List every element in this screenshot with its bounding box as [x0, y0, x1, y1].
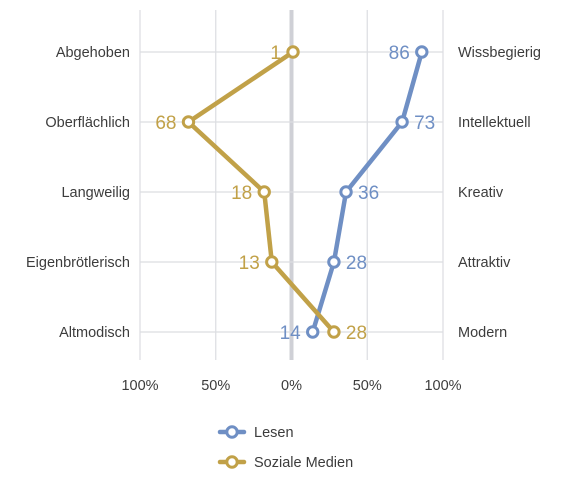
data-label-lesen: 86: [389, 43, 410, 64]
right-category-label: Intellektuell: [458, 115, 531, 131]
x-tick-label: 100%: [424, 378, 461, 394]
data-point-lesen: [339, 185, 353, 199]
right-category-label: Wissbegierig: [458, 45, 541, 61]
x-tick-label: 0%: [281, 378, 302, 394]
left-category-label: Oberflächlich: [45, 115, 130, 131]
data-point-soziale-medien: [257, 185, 271, 199]
legend: Lesen Soziale Medien: [217, 425, 353, 471]
data-label-soziale-medien: 18: [231, 183, 252, 204]
x-tick-label: 100%: [121, 378, 158, 394]
data-label-lesen: 28: [346, 253, 367, 274]
right-category-label: Attraktiv: [458, 255, 511, 271]
data-point-lesen: [306, 325, 320, 339]
data-label-soziale-medien: 1: [270, 43, 281, 64]
legend-marker-soziale-medien: [225, 455, 239, 469]
right-category-label: Modern: [458, 325, 507, 341]
legend-item-lesen: Lesen: [217, 425, 294, 441]
data-point-soziale-medien: [181, 115, 196, 129]
data-point-soziale-medien: [327, 325, 341, 339]
data-label-lesen: 73: [414, 113, 435, 134]
data-point-soziale-medien: [286, 45, 300, 59]
data-label-soziale-medien: 28: [346, 323, 367, 344]
left-category-label: Abgehoben: [56, 45, 130, 61]
data-point-lesen: [415, 45, 429, 59]
data-point-lesen: [395, 115, 409, 129]
data-label-soziale-medien: 68: [155, 113, 176, 134]
legend-label-soziale-medien: Soziale Medien: [254, 455, 353, 471]
legend-marker-lesen: [225, 425, 239, 439]
data-point-soziale-medien: [265, 255, 279, 269]
right-category-label: Kreativ: [458, 185, 504, 201]
x-axis-tick-labels: 100% 50% 0% 50% 100%: [121, 378, 461, 394]
x-tick-label: 50%: [353, 378, 382, 394]
series-layer: 86 73 36 28 14 1 68 18 13 28: [155, 43, 435, 344]
data-point-lesen: [327, 255, 341, 269]
left-category-label: Eigenbrötlerisch: [26, 255, 130, 271]
left-category-label: Altmodisch: [59, 325, 130, 341]
series-soziale-medien: 1 68 18 13 28: [155, 43, 367, 344]
series-lesen: 86 73 36 28 14: [280, 43, 436, 344]
left-category-label: Langweilig: [61, 185, 130, 201]
legend-label-lesen: Lesen: [254, 425, 294, 441]
x-tick-label: 50%: [201, 378, 230, 394]
legend-item-soziale-medien: Soziale Medien: [217, 455, 353, 471]
right-category-labels: Wissbegierig Intellektuell Kreativ Attrakti…: [458, 45, 541, 341]
data-label-lesen: 36: [358, 183, 379, 204]
data-label-soziale-medien: 13: [239, 253, 260, 274]
data-label-lesen: 14: [280, 323, 302, 344]
left-category-labels: Abgehoben Oberflächlich Langweilig Eigenbrö…: [26, 45, 130, 341]
